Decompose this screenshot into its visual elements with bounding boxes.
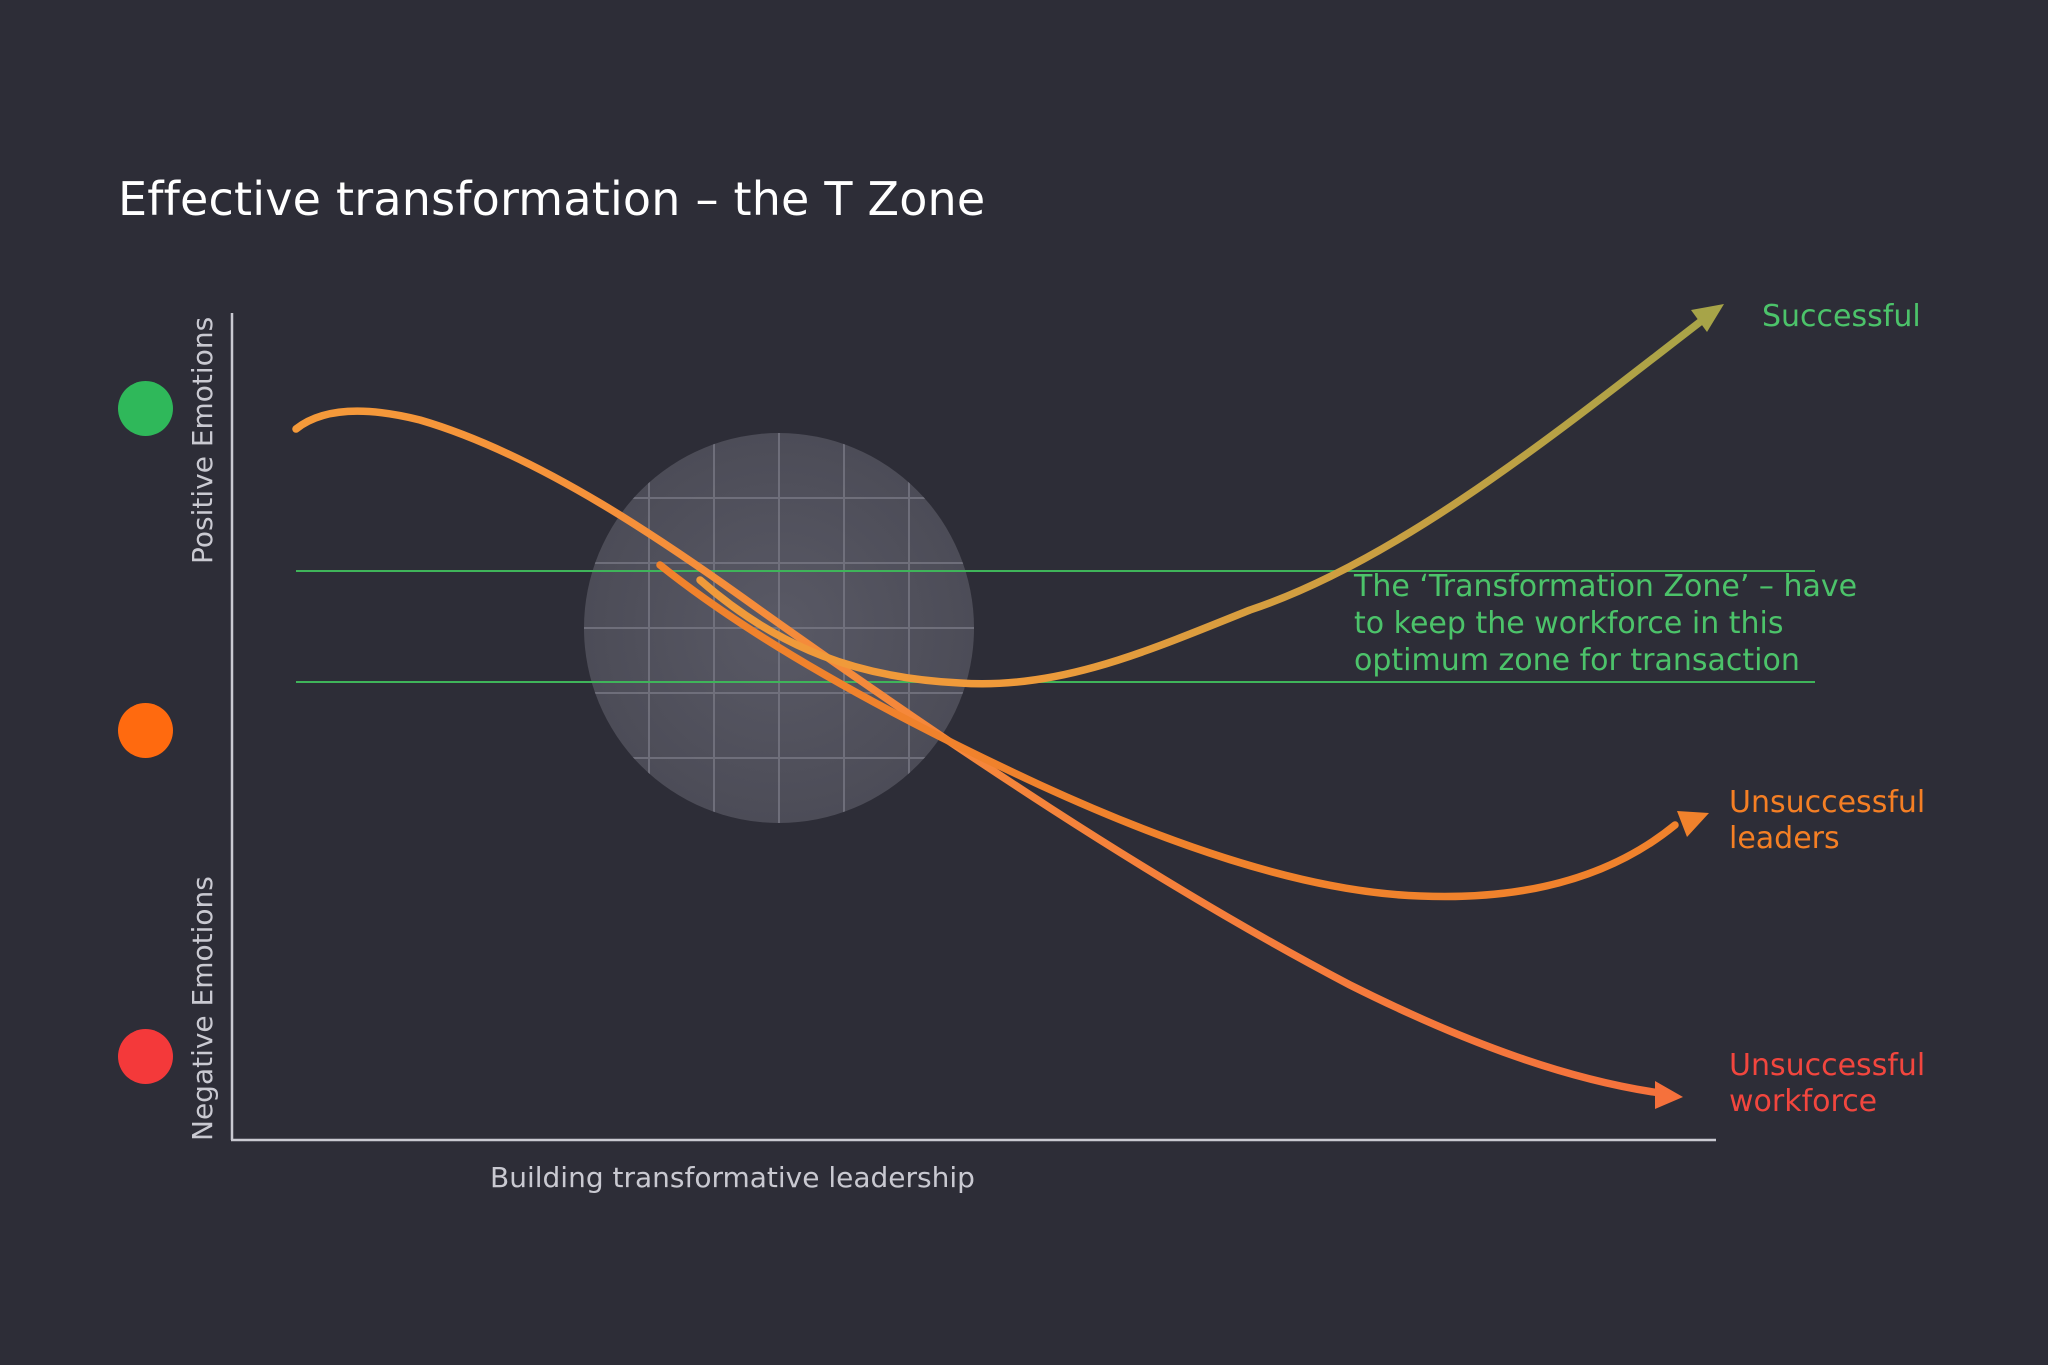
page-title: Effective transformation – the T Zone — [118, 172, 986, 226]
label-line: Successful — [1762, 299, 1921, 334]
x-axis-label: Building transformative leadership — [490, 1161, 975, 1194]
positive-emotion-indicator — [118, 381, 173, 436]
transformation-zone-note: The ‘Transformation Zone’ – have to keep… — [1354, 568, 1894, 679]
curve-unsuccessful-workforce — [292, 407, 1664, 1097]
y-axis-label-negative: Negative Emotions — [186, 876, 219, 1141]
arrowhead-successful — [1691, 304, 1724, 332]
label-line: Unsuccessful — [1729, 785, 1926, 820]
label-successful: Successful — [1762, 299, 1921, 335]
label-unsuccessful-workforce: Unsuccessful workforce — [1729, 1048, 1925, 1120]
arrowhead-unsuccessful-leaders — [1677, 811, 1709, 837]
label-unsuccessful-leaders: Unsuccessful leaders — [1729, 785, 1925, 857]
zone-note-line: optimum zone for transaction — [1354, 643, 1800, 678]
label-line: workforce — [1729, 1084, 1878, 1119]
arrowhead-unsuccessful-workforce — [1655, 1081, 1683, 1109]
zone-note-line: The ‘Transformation Zone’ – have — [1354, 569, 1858, 604]
curve-successful — [696, 318, 1704, 688]
zone-note-line: to keep the workforce in this — [1354, 606, 1784, 641]
label-line: leaders — [1729, 821, 1840, 856]
negative-emotion-indicator — [118, 1029, 173, 1084]
curve-unsuccessful-leaders — [656, 561, 1679, 901]
neutral-emotion-indicator — [118, 703, 173, 758]
label-line: Unsuccessful — [1729, 1048, 1926, 1083]
axes — [230, 313, 1716, 1142]
y-axis-label-positive: Positive Emotions — [186, 316, 219, 564]
transformation-zone-circle — [584, 433, 974, 823]
